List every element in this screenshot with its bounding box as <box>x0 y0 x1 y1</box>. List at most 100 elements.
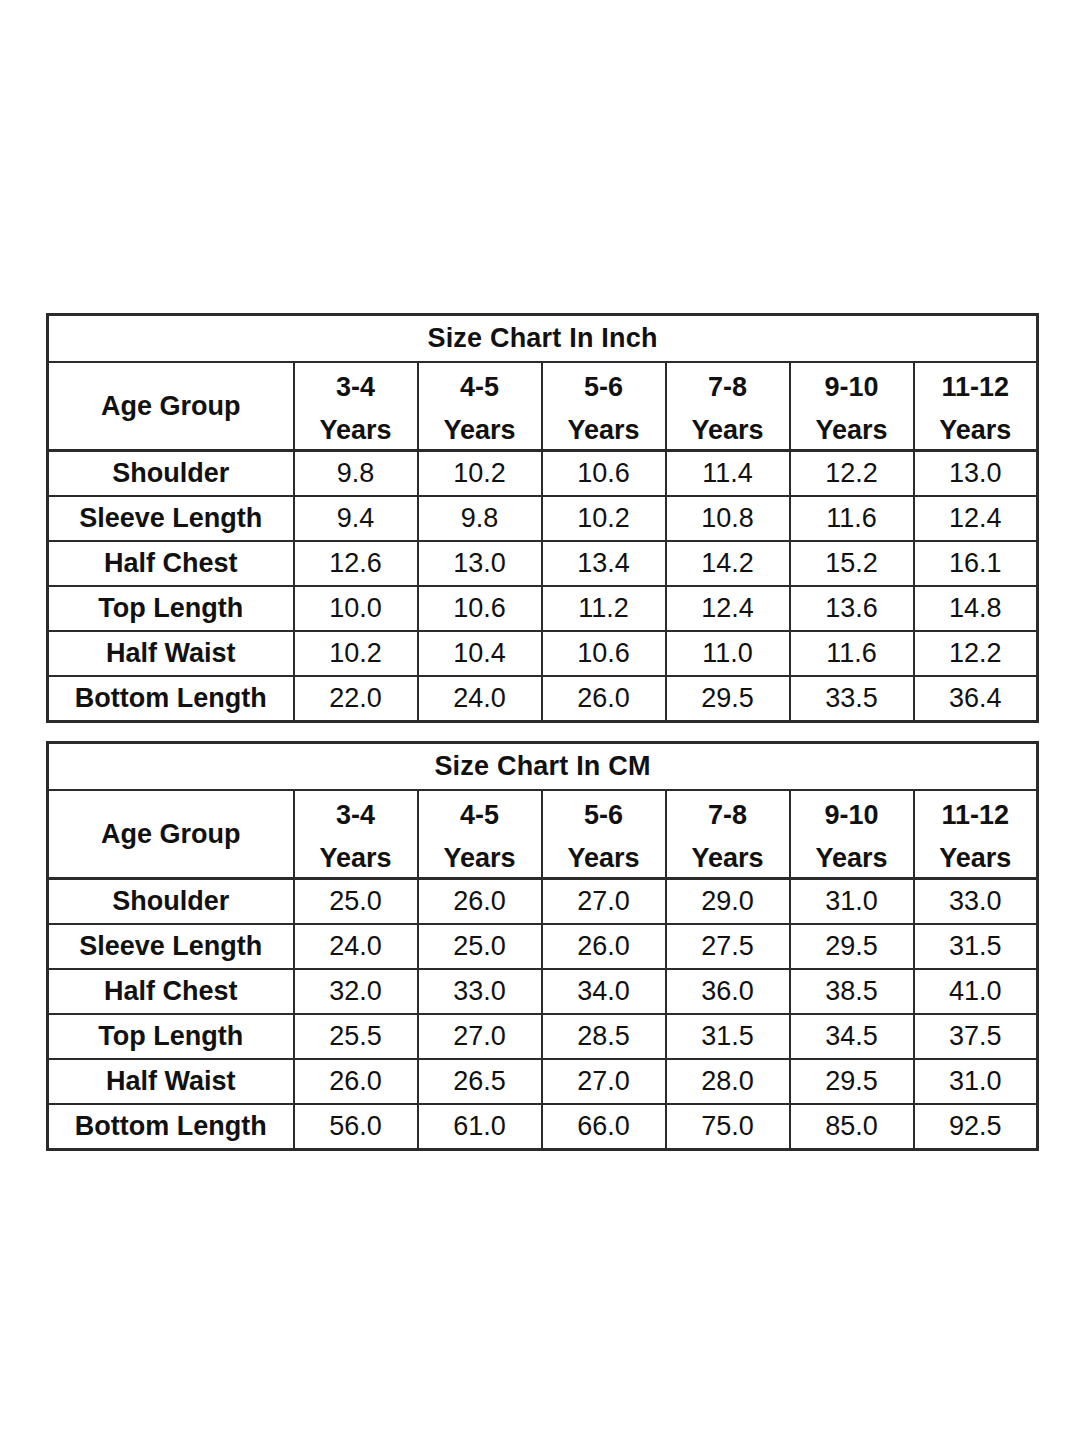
cell-value: 29.0 <box>666 879 790 925</box>
cell-value: 29.5 <box>666 676 790 722</box>
column-header-7-8: 7-8 Years <box>666 362 790 451</box>
table-row-half-waist: Half Waist 26.0 26.5 27.0 28.0 29.5 31.0 <box>48 1059 1038 1104</box>
table-header-row: Age Group 3-4 Years 4-5 Years 5-6 Years … <box>48 362 1038 451</box>
cell-value: 31.0 <box>914 1059 1038 1104</box>
age-range: 7-8 <box>667 368 789 401</box>
table-row-shoulder: Shoulder 9.8 10.2 10.6 11.4 12.2 13.0 <box>48 451 1038 497</box>
cell-value: 31.5 <box>666 1014 790 1059</box>
cell-value: 33.0 <box>418 969 542 1014</box>
cell-value: 14.2 <box>666 541 790 586</box>
cell-value: 9.8 <box>294 451 418 497</box>
column-header-5-6: 5-6 Years <box>542 790 666 879</box>
cell-value: 10.2 <box>294 631 418 676</box>
cell-value: 9.8 <box>418 496 542 541</box>
cell-value: 13.0 <box>418 541 542 586</box>
cell-value: 27.0 <box>542 879 666 925</box>
age-unit: Years <box>667 401 789 444</box>
cell-value: 13.0 <box>914 451 1038 497</box>
row-label: Bottom Length <box>48 676 294 722</box>
cell-value: 37.5 <box>914 1014 1038 1059</box>
age-range: 3-4 <box>295 796 417 829</box>
cell-value: 11.0 <box>666 631 790 676</box>
cell-value: 24.0 <box>294 924 418 969</box>
column-header-11-12: 11-12 Years <box>914 790 1038 879</box>
cell-value: 12.4 <box>666 586 790 631</box>
age-range: 5-6 <box>543 368 665 401</box>
table-row-shoulder: Shoulder 25.0 26.0 27.0 29.0 31.0 33.0 <box>48 879 1038 925</box>
cell-value: 13.4 <box>542 541 666 586</box>
column-header-9-10: 9-10 Years <box>790 790 914 879</box>
age-unit: Years <box>419 829 541 872</box>
cell-value: 28.0 <box>666 1059 790 1104</box>
row-label: Half Waist <box>48 631 294 676</box>
age-unit: Years <box>543 401 665 444</box>
cell-value: 9.4 <box>294 496 418 541</box>
table-row-sleeve-length: Sleeve Length 24.0 25.0 26.0 27.5 29.5 3… <box>48 924 1038 969</box>
cell-value: 31.5 <box>914 924 1038 969</box>
table-title-row: Size Chart In Inch <box>48 315 1038 363</box>
cell-value: 12.6 <box>294 541 418 586</box>
age-range: 3-4 <box>295 368 417 401</box>
cell-value: 10.0 <box>294 586 418 631</box>
cell-value: 15.2 <box>790 541 914 586</box>
table-row-top-length: Top Length 10.0 10.6 11.2 12.4 13.6 14.8 <box>48 586 1038 631</box>
cell-value: 85.0 <box>790 1104 914 1150</box>
age-unit: Years <box>295 829 417 872</box>
cell-value: 22.0 <box>294 676 418 722</box>
cell-value: 12.4 <box>914 496 1038 541</box>
cell-value: 16.1 <box>914 541 1038 586</box>
table-row-half-waist: Half Waist 10.2 10.4 10.6 11.0 11.6 12.2 <box>48 631 1038 676</box>
cell-value: 11.4 <box>666 451 790 497</box>
age-range: 9-10 <box>791 368 913 401</box>
cell-value: 33.5 <box>790 676 914 722</box>
row-label: Half Chest <box>48 541 294 586</box>
column-header-3-4: 3-4 Years <box>294 362 418 451</box>
cell-value: 26.0 <box>542 676 666 722</box>
cell-value: 10.6 <box>418 586 542 631</box>
cell-value: 32.0 <box>294 969 418 1014</box>
cell-value: 27.5 <box>666 924 790 969</box>
column-header-4-5: 4-5 Years <box>418 790 542 879</box>
cell-value: 92.5 <box>914 1104 1038 1150</box>
age-unit: Years <box>791 401 913 444</box>
cell-value: 26.5 <box>418 1059 542 1104</box>
cell-value: 36.0 <box>666 969 790 1014</box>
cell-value: 25.5 <box>294 1014 418 1059</box>
age-range: 9-10 <box>791 796 913 829</box>
age-range: 5-6 <box>543 796 665 829</box>
age-range: 4-5 <box>419 368 541 401</box>
row-label: Half Chest <box>48 969 294 1014</box>
table-row-sleeve-length: Sleeve Length 9.4 9.8 10.2 10.8 11.6 12.… <box>48 496 1038 541</box>
table-title: Size Chart In Inch <box>48 315 1038 363</box>
cell-value: 25.0 <box>418 924 542 969</box>
age-unit: Years <box>915 401 1037 444</box>
column-header-7-8: 7-8 Years <box>666 790 790 879</box>
row-label: Shoulder <box>48 451 294 497</box>
age-range: 4-5 <box>419 796 541 829</box>
table-row-bottom-length: Bottom Length 56.0 61.0 66.0 75.0 85.0 9… <box>48 1104 1038 1150</box>
cell-value: 27.0 <box>418 1014 542 1059</box>
table-row-top-length: Top Length 25.5 27.0 28.5 31.5 34.5 37.5 <box>48 1014 1038 1059</box>
age-group-header: Age Group <box>48 790 294 879</box>
table-header-row: Age Group 3-4 Years 4-5 Years 5-6 Years … <box>48 790 1038 879</box>
cell-value: 61.0 <box>418 1104 542 1150</box>
cell-value: 10.6 <box>542 631 666 676</box>
age-unit: Years <box>667 829 789 872</box>
age-range: 11-12 <box>915 796 1037 829</box>
size-chart-inch-table: Size Chart In Inch Age Group 3-4 Years 4… <box>46 313 1039 723</box>
age-group-header: Age Group <box>48 362 294 451</box>
cell-value: 10.6 <box>542 451 666 497</box>
age-unit: Years <box>543 829 665 872</box>
row-label: Sleeve Length <box>48 924 294 969</box>
cell-value: 26.0 <box>294 1059 418 1104</box>
row-label: Top Length <box>48 1014 294 1059</box>
cell-value: 11.2 <box>542 586 666 631</box>
cell-value: 26.0 <box>542 924 666 969</box>
row-label: Half Waist <box>48 1059 294 1104</box>
cell-value: 31.0 <box>790 879 914 925</box>
column-header-5-6: 5-6 Years <box>542 362 666 451</box>
cell-value: 10.4 <box>418 631 542 676</box>
cell-value: 36.4 <box>914 676 1038 722</box>
cell-value: 75.0 <box>666 1104 790 1150</box>
cell-value: 29.5 <box>790 1059 914 1104</box>
